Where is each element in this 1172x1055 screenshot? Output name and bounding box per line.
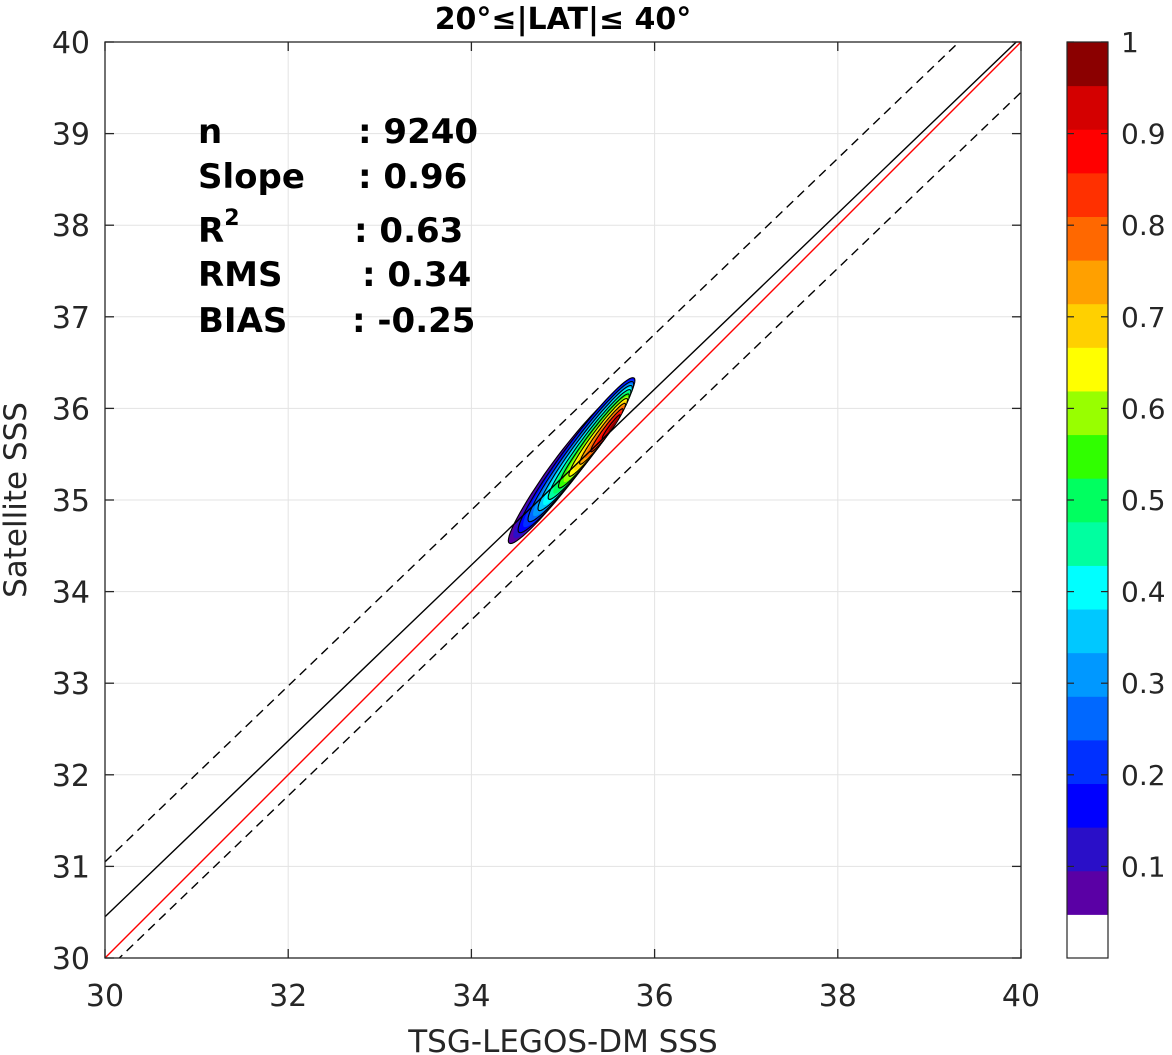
colorbar-tick-label: 1 bbox=[1121, 26, 1139, 59]
x-axis-title: TSG-LEGOS-DM SSS bbox=[407, 1024, 717, 1055]
stat-label: BIAS bbox=[198, 301, 287, 341]
x-tick-label: 36 bbox=[636, 979, 674, 1014]
colorbar-segment bbox=[1067, 85, 1108, 130]
x-tick-label: 38 bbox=[819, 979, 857, 1014]
colorbar-segment bbox=[1067, 914, 1108, 959]
fit-line bbox=[105, 42, 1018, 918]
colorbar-segment bbox=[1067, 303, 1108, 348]
y-axis-title: Satellite SSS bbox=[0, 402, 34, 598]
y-tick-label: 39 bbox=[52, 118, 90, 153]
stat-value: : 0.96 bbox=[358, 157, 467, 197]
colorbar-segment bbox=[1067, 129, 1108, 174]
x-tick-label: 40 bbox=[1002, 979, 1040, 1014]
x-tick-label: 34 bbox=[452, 979, 490, 1014]
colorbar-tick-label: 0.7 bbox=[1121, 301, 1166, 334]
stat-value: : 9240 bbox=[358, 112, 478, 152]
colorbar-tick-label: 0.2 bbox=[1121, 759, 1166, 792]
colorbar-tick-label: 0.8 bbox=[1121, 209, 1166, 242]
colorbar-segment bbox=[1067, 696, 1108, 741]
y-tick-label: 35 bbox=[52, 484, 90, 519]
regression-lines bbox=[105, 42, 1021, 958]
colorbar-tick-label: 0.9 bbox=[1121, 118, 1166, 151]
fit-lower-line bbox=[118, 91, 1021, 958]
chart-title: 20°≤|LAT|≤ 40° bbox=[435, 2, 692, 37]
grid bbox=[105, 42, 1021, 958]
colorbar-segment bbox=[1067, 609, 1108, 654]
colorbar-tick-label: 0.3 bbox=[1121, 667, 1166, 700]
density-band bbox=[608, 418, 619, 432]
colorbar-segment bbox=[1067, 260, 1108, 305]
one-to-one-line bbox=[105, 42, 1021, 958]
stat-label: n bbox=[198, 112, 222, 152]
colorbar-tick-label: 0.4 bbox=[1121, 576, 1166, 609]
stat-value: : 0.34 bbox=[362, 255, 471, 295]
colorbar-segment bbox=[1067, 390, 1108, 436]
colorbar-segment bbox=[1067, 42, 1108, 87]
stat-value: : 0.63 bbox=[354, 211, 463, 251]
y-tick-label: 36 bbox=[52, 392, 90, 427]
axis-ticks: 30 32 34 36 38 40 30 31 32 33 34 35 36 37 38 39 40 bbox=[52, 26, 1040, 1014]
colorbar-segment bbox=[1067, 172, 1108, 217]
colorbar-segment bbox=[1067, 521, 1108, 566]
fit-upper-line bbox=[105, 42, 960, 863]
colorbar: 0.1 0.2 0.3 0.4 0.5 0.6 0.7 0.8 0.9 1 bbox=[1066, 26, 1166, 959]
colorbar-segment bbox=[1067, 652, 1108, 697]
y-tick-label: 33 bbox=[52, 667, 90, 702]
y-tick-label: 37 bbox=[52, 301, 90, 336]
y-tick-label: 31 bbox=[52, 850, 90, 885]
colorbar-segment bbox=[1067, 347, 1108, 392]
stat-label: RMS bbox=[198, 255, 283, 295]
stat-value: : -0.25 bbox=[352, 301, 475, 341]
colorbar-segment bbox=[1067, 870, 1108, 915]
colorbar-segment bbox=[1067, 216, 1108, 261]
x-tick-label: 32 bbox=[269, 979, 307, 1014]
y-tick-label: 40 bbox=[52, 26, 90, 61]
stat-label: Slope bbox=[198, 157, 305, 197]
colorbar-tick-label: 0.1 bbox=[1121, 850, 1166, 883]
y-tick-label: 38 bbox=[52, 209, 90, 244]
colorbar-segment bbox=[1067, 739, 1108, 785]
colorbar-segment bbox=[1067, 827, 1108, 872]
y-tick-label: 32 bbox=[52, 759, 90, 794]
colorbar-segment bbox=[1067, 783, 1108, 828]
colorbar-segment bbox=[1067, 434, 1108, 479]
x-tick-label: 30 bbox=[86, 979, 124, 1014]
y-tick-label: 34 bbox=[52, 576, 90, 611]
colorbar-tick-label: 0.5 bbox=[1121, 484, 1166, 517]
colorbar-tick-label: 0.6 bbox=[1121, 392, 1166, 425]
y-tick-label: 30 bbox=[52, 942, 90, 977]
colorbar-segment bbox=[1067, 565, 1108, 610]
